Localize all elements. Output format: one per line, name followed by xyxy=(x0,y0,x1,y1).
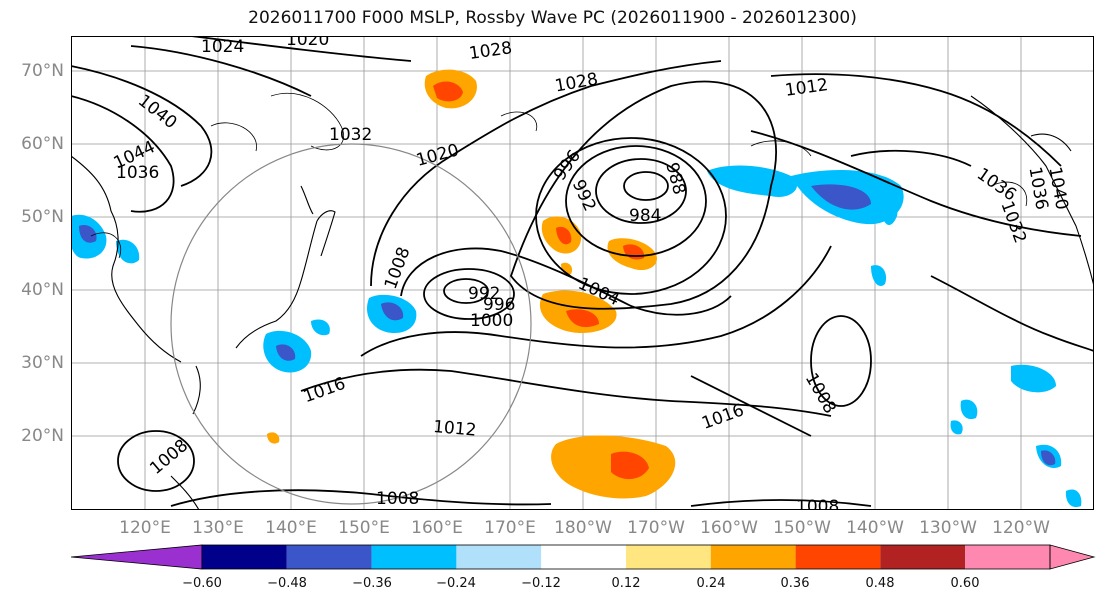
colorbar-segment xyxy=(541,545,626,569)
negative-anomaly-patch xyxy=(1065,489,1082,508)
lon-label-120w: 120°W xyxy=(992,518,1050,538)
positive-anomaly-patch xyxy=(433,81,463,102)
negative-anomaly-patch xyxy=(311,319,330,336)
isobar-label: 1000 xyxy=(470,311,513,331)
colorbar-segment xyxy=(202,545,287,569)
colorbar-tick: −0.48 xyxy=(267,576,307,591)
positive-anomaly-patch xyxy=(556,226,572,245)
isobar-label: 1012 xyxy=(432,417,477,441)
colorbar-tick: −0.24 xyxy=(436,576,476,591)
negative-anomaly-patch xyxy=(381,302,404,321)
positive-anomaly-patch xyxy=(566,309,599,328)
lat-label-50n: 50°N xyxy=(21,207,64,227)
lon-label-130w: 130°W xyxy=(919,518,977,538)
negative-anomaly-patch xyxy=(950,420,963,435)
lat-label-20n: 20°N xyxy=(21,426,64,446)
colorbar-tick: −0.36 xyxy=(352,576,392,591)
lat-label-30n: 30°N xyxy=(21,353,64,373)
isobar-label: 1020 xyxy=(286,36,329,50)
isobar-label: 996 xyxy=(483,295,515,315)
colorbar-segment xyxy=(710,545,796,569)
coastlines xyxy=(71,95,1094,510)
lon-label-150w: 150°W xyxy=(773,518,831,538)
colorbar-segment xyxy=(795,545,881,569)
lon-label-120e: 120°E xyxy=(119,518,171,538)
lon-label-180w: 180°W xyxy=(554,518,612,538)
negative-anomaly-patch xyxy=(960,399,978,420)
isobar-label: 1032 xyxy=(329,125,372,145)
colorbar-segment xyxy=(626,545,711,569)
colorbar-tick: 0.60 xyxy=(950,576,980,591)
isobar-label: 1008 xyxy=(376,489,419,509)
map-panel: 1024 1020 1028 1028 1012 1040 1044 1036 … xyxy=(71,36,1094,510)
negative-anomaly-patch xyxy=(811,184,871,210)
negative-anomaly-patch xyxy=(1011,364,1056,393)
negative-anomaly-patch xyxy=(116,239,140,264)
negative-anomaly-patch xyxy=(1041,450,1056,466)
lon-label-170e: 170°E xyxy=(484,518,536,538)
isobar-label: 1008 xyxy=(796,497,839,510)
colorbar-tick: −0.60 xyxy=(182,576,222,591)
negative-anomaly-patch xyxy=(79,225,97,243)
positive-anomaly-patch xyxy=(267,432,280,444)
chart-title: 2026011700 F000 MSLP, Rossby Wave PC (20… xyxy=(248,8,857,28)
colorbar-tick: 0.12 xyxy=(611,576,641,591)
negative-anomaly-patch xyxy=(871,265,887,286)
colorbar-segment xyxy=(965,545,1050,569)
lon-label-160e: 160°E xyxy=(411,518,463,538)
lat-label-70n: 70°N xyxy=(21,61,64,81)
colorbar-extend-high xyxy=(1049,544,1096,570)
lat-label-60n: 60°N xyxy=(21,134,64,154)
lon-label-160w: 160°W xyxy=(700,518,758,538)
great-circle xyxy=(170,143,532,505)
negative-anomaly-patch xyxy=(276,344,296,361)
anomaly-contours xyxy=(90,92,1028,259)
colorbar-tick: 0.48 xyxy=(865,576,895,591)
lon-label-170w: 170°W xyxy=(627,518,685,538)
isobar-label: 1024 xyxy=(201,37,244,57)
lon-label-140e: 140°E xyxy=(265,518,317,538)
lon-label-150e: 150°E xyxy=(338,518,390,538)
colorbar xyxy=(70,544,1096,570)
lon-label-140w: 140°W xyxy=(846,518,904,538)
lat-label-40n: 40°N xyxy=(21,280,64,300)
colorbar-tick: −0.12 xyxy=(521,576,561,591)
colorbar-segment xyxy=(456,545,542,569)
negative-anomaly-patch xyxy=(880,184,898,225)
isobars xyxy=(71,36,1094,507)
isobar-label: 1036 xyxy=(116,163,159,183)
isobar-label: 984 xyxy=(629,206,661,226)
lon-label-130e: 130°E xyxy=(192,518,244,538)
colorbar-segment xyxy=(880,545,966,569)
gridlines xyxy=(71,36,1094,510)
colorbar-tick: 0.36 xyxy=(780,576,810,591)
positive-anomaly-patch xyxy=(611,451,649,480)
colorbar-tick: 0.24 xyxy=(696,576,726,591)
colorbar-extend-low xyxy=(70,544,203,570)
isobar-label: 992 xyxy=(468,284,500,304)
colorbar-segment xyxy=(286,545,372,569)
colorbar-segment xyxy=(371,545,457,569)
